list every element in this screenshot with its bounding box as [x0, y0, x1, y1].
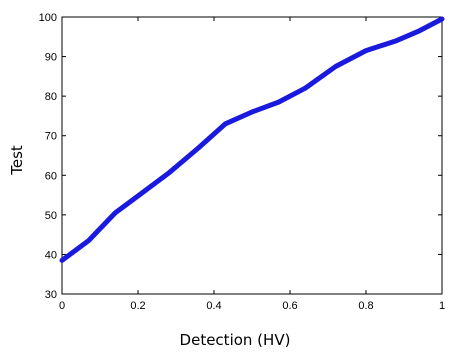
x-tick-label: 0.2 [130, 300, 145, 312]
x-tick-label: 0.6 [282, 300, 297, 312]
y-tick-label: 100 [39, 12, 57, 24]
y-tick-label: 80 [45, 91, 57, 103]
x-tick-label: 0.4 [206, 300, 221, 312]
plot-frame [61, 16, 443, 295]
series-line [59, 16, 445, 263]
y-tick-label: 50 [45, 210, 57, 222]
y-axis-label: Test [8, 145, 26, 176]
x-axis-label: Detection (HV) [180, 331, 291, 349]
y-tick-label: 40 [45, 249, 57, 261]
y-tick-label: 90 [45, 52, 57, 64]
y-tick-labels: 30 40 50 60 70 80 90 100 [39, 12, 57, 301]
y-tick-label: 60 [45, 170, 57, 182]
x-tick-label: 0.8 [358, 300, 373, 312]
x-tick-labels: 0 0.2 0.4 0.6 0.8 1 [59, 300, 445, 312]
x-tick-label: 1 [439, 300, 445, 312]
x-tick-label: 0 [59, 300, 65, 312]
y-tick-label: 30 [45, 289, 57, 301]
y-tick-label: 70 [45, 131, 57, 143]
series-lines [59, 16, 445, 263]
axis-ticks [61, 16, 443, 295]
